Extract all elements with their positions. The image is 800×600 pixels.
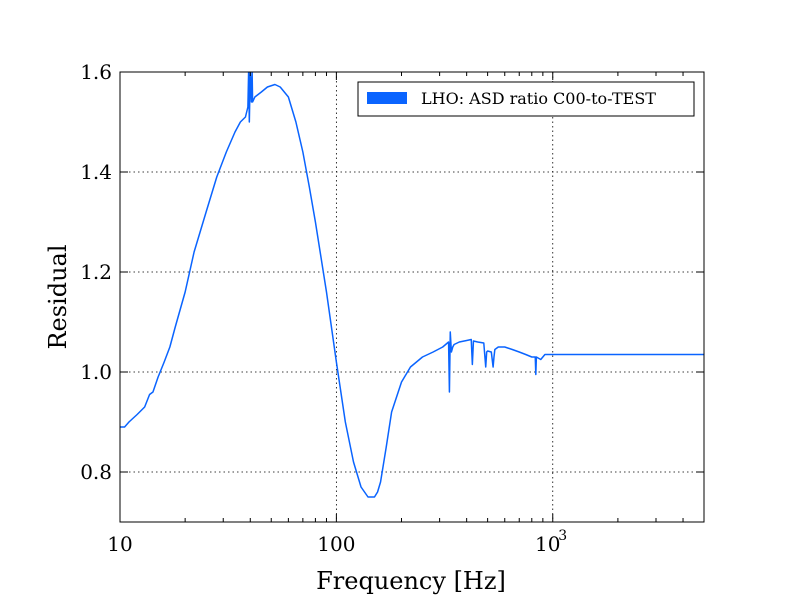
x-tick-exponent: 3 xyxy=(558,528,567,544)
y-axis-label: Residual xyxy=(44,244,72,349)
y-tick-label: 1.6 xyxy=(80,60,112,84)
ticks xyxy=(119,71,705,522)
x-axis-label: Frequency [Hz] xyxy=(316,567,506,595)
legend-swatch xyxy=(367,92,407,104)
y-tick-label: 0.8 xyxy=(80,460,112,484)
series-line xyxy=(120,72,704,498)
y-tick-label: 1.4 xyxy=(80,160,112,184)
plot-frame xyxy=(119,71,705,523)
x-tick-label: 10 xyxy=(107,532,132,556)
y-tick-label: 1.0 xyxy=(80,360,112,384)
y-tick-label: 1.2 xyxy=(80,260,112,284)
x-tick-label: 10 xyxy=(535,532,560,556)
legend: LHO: ASD ratio C00-to-TEST xyxy=(357,81,695,117)
series-layer xyxy=(120,72,704,498)
legend-box xyxy=(357,81,695,117)
x-tick-label: 100 xyxy=(317,532,355,556)
legend-entry-label: LHO: ASD ratio C00-to-TEST xyxy=(421,89,656,108)
